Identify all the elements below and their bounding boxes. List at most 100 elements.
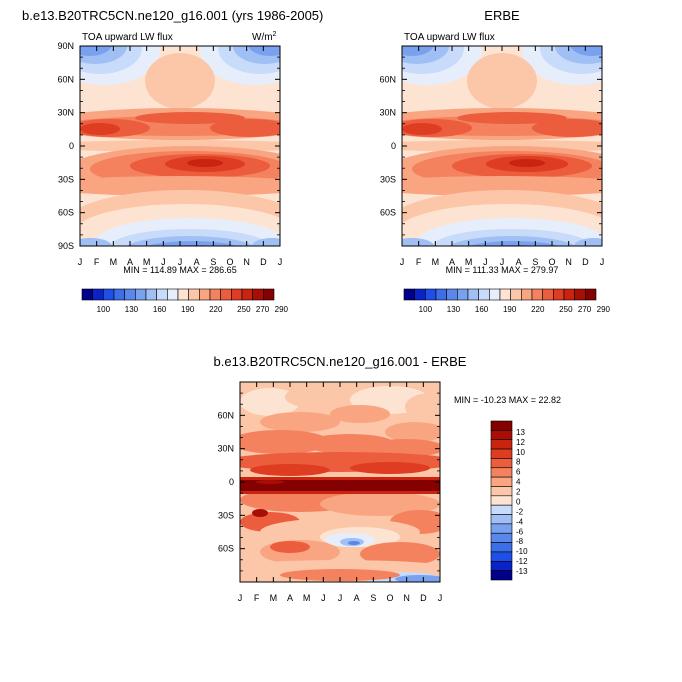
colorbar-label: 100	[419, 305, 433, 314]
colorbar-label: -10	[516, 547, 528, 556]
colorbar-swatch	[490, 495, 513, 506]
colorbar-swatch	[403, 288, 415, 301]
colorbar-swatch	[177, 288, 189, 301]
x-tick-label: J	[321, 593, 326, 603]
colorbar-swatch	[574, 288, 586, 301]
contour-band	[135, 112, 245, 124]
x-tick-label: S	[532, 257, 538, 267]
contour-band	[240, 491, 440, 494]
colorbar-model: 100 130 160 190 220 250 270 290	[81, 288, 289, 314]
panel-model: b.e13.B20TRC5CN.ne120_g16.001 (yrs 1986-…	[22, 8, 323, 314]
contour-band	[252, 238, 280, 246]
plot-area-obs	[402, 46, 602, 246]
colorbar-swatch	[490, 448, 513, 459]
colorbar-swatch	[563, 288, 575, 301]
contour-band	[509, 159, 545, 167]
colorbar-label: 130	[125, 305, 139, 314]
colorbar-swatch	[490, 532, 513, 543]
contour-band	[320, 492, 440, 516]
y-tick-label: 60N	[57, 74, 74, 84]
colorbar-label: 160	[153, 305, 167, 314]
colorbar-swatch	[209, 288, 221, 301]
contour-band	[285, 385, 355, 409]
colorbar-label: 12	[516, 438, 525, 447]
colorbar-swatch	[489, 288, 501, 301]
colorbar-label: 190	[181, 305, 195, 314]
colorbar-swatch	[113, 288, 125, 301]
x-tick-label: O	[226, 257, 233, 267]
panel-diff: b.e13.B20TRC5CN.ne120_g16.001 - ERBE MIN…	[214, 354, 562, 603]
colorbar-label: 6	[516, 468, 521, 477]
colorbar-swatch	[478, 288, 490, 301]
x-tick-label: A	[194, 257, 200, 267]
contour-band	[248, 46, 280, 56]
colorbar-obs: 100 130 160 190 220 250 270 290	[403, 288, 611, 314]
units-exponent: 2	[273, 31, 277, 38]
x-tick-label: N	[403, 593, 410, 603]
colorbar-label: 190	[503, 305, 517, 314]
x-tick-label: O	[548, 257, 555, 267]
x-tick-label: A	[449, 257, 455, 267]
y-tick-label: 90N	[57, 41, 74, 51]
contour-field-model	[80, 46, 280, 246]
contour-band	[532, 119, 602, 137]
x-tick-label: J	[338, 593, 343, 603]
contour-band	[187, 159, 223, 167]
colorbar-swatch	[167, 288, 179, 301]
contour-band	[252, 509, 268, 517]
colorbar-label: 290	[275, 305, 289, 314]
colorbar-label: 10	[516, 448, 525, 457]
y-tick-label: 0	[69, 141, 74, 151]
x-tick-label: J	[483, 257, 488, 267]
colorbar-label: 270	[256, 305, 270, 314]
colorbar-label: -4	[516, 517, 524, 526]
x-tick-label: F	[94, 257, 100, 267]
contour-band	[402, 46, 434, 56]
colorbar-swatch	[542, 288, 554, 301]
x-tick-label: M	[110, 257, 118, 267]
x-tick-label: J	[400, 257, 405, 267]
colorbar-swatch	[521, 288, 533, 301]
contour-band	[240, 479, 440, 491]
x-tick-label: J	[500, 257, 505, 267]
colorbar-swatch	[435, 288, 447, 301]
contour-band	[145, 53, 215, 109]
y-tick-label: 90S	[58, 241, 74, 251]
colorbar-label: 250	[237, 305, 251, 314]
contour-band	[574, 238, 602, 246]
panel-obs-stats: MIN = 111.33 MAX = 279.97	[446, 265, 559, 275]
contour-band	[360, 542, 440, 566]
contour-band	[210, 119, 280, 137]
colorbar-label: -12	[516, 557, 528, 566]
contour-band	[256, 480, 284, 484]
colorbar-swatch	[490, 514, 513, 525]
x-tick-label: A	[127, 257, 133, 267]
x-tick-label: F	[416, 257, 422, 267]
contour-band	[402, 238, 434, 246]
x-tick-label: O	[386, 593, 393, 603]
x-tick-label: A	[287, 593, 293, 603]
colorbar-swatch	[553, 288, 565, 301]
contour-band	[405, 393, 440, 421]
colorbar-swatch	[156, 288, 168, 301]
colorbar-label: 4	[516, 478, 521, 487]
colorbar-swatch	[124, 288, 136, 301]
y-tick-label: 30S	[218, 510, 234, 520]
x-tick-label: S	[210, 257, 216, 267]
colorbar-swatch	[490, 570, 513, 581]
colorbar-label: 2	[516, 488, 521, 497]
x-tick-label: J	[178, 257, 183, 267]
colorbar-label: 270	[578, 305, 592, 314]
colorbar-swatch	[446, 288, 458, 301]
colorbar-swatch	[490, 560, 513, 571]
colorbar-label: 130	[447, 305, 461, 314]
panel-obs-subtitle: TOA upward LW flux	[404, 32, 495, 43]
colorbar-swatch	[490, 542, 513, 553]
y-tick-label: 30S	[380, 174, 396, 184]
colorbar-swatch	[490, 467, 513, 478]
contour-band	[570, 46, 602, 56]
y-tick-label: 30N	[57, 108, 74, 118]
x-tick-label: D	[260, 257, 267, 267]
